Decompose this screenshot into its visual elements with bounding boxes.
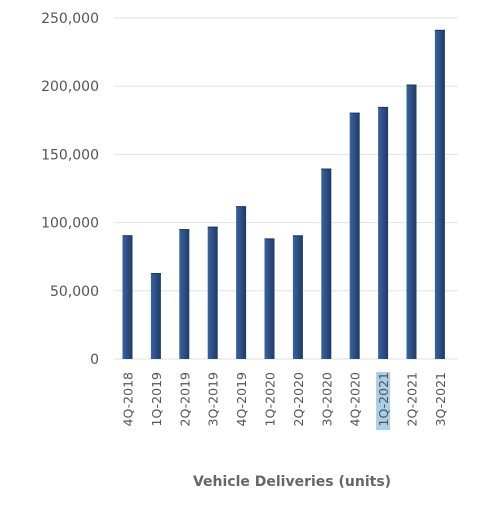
y-tick-label: 150,000: [41, 147, 99, 163]
x-tick-label: 2Q-2021: [405, 372, 420, 426]
bar: [378, 106, 389, 359]
bar: [179, 229, 190, 359]
x-tick-label: 3Q-2019: [206, 372, 221, 427]
x-tick-label: 4Q-2019: [234, 372, 249, 427]
bar: [122, 235, 133, 359]
y-tick-label: 250,000: [41, 11, 99, 27]
x-tick-label: 4Q-2020: [348, 372, 363, 427]
x-tick-label: 4Q-2018: [121, 372, 136, 427]
bar: [150, 273, 161, 359]
y-tick-label: 50,000: [50, 284, 99, 300]
bar: [264, 238, 275, 359]
y-tick-label: 100,000: [41, 216, 99, 232]
x-axis-ticks: 4Q-2018 1Q-2019 2Q-2019 3Q-2019 4Q-2019 1Q-20…: [121, 372, 448, 427]
bar: [434, 29, 445, 360]
bar: [207, 226, 218, 359]
x-tick-label: 2Q-2020: [291, 372, 306, 427]
x-tick-label: 2Q-2019: [177, 372, 192, 427]
x-tick-label: 1Q-2020: [263, 372, 278, 427]
gridlines: [114, 17, 458, 360]
bar: [236, 206, 247, 359]
x-tick-label: 3Q-2020: [319, 372, 334, 427]
bar: [406, 84, 417, 360]
bar: [349, 112, 360, 360]
bar: [292, 235, 303, 359]
y-tick-label: 0: [90, 352, 99, 368]
x-tick-label: 1Q-2019: [149, 372, 164, 427]
x-tick-label: 1Q-2021: [376, 372, 391, 426]
y-axis-ticks: 0 50,000 100,000 150,000 200,000 250,000: [41, 11, 99, 368]
x-tick-label: 3Q-2021: [433, 372, 448, 426]
category-highlights: [376, 372, 391, 430]
x-axis-title: Vehicle Deliveries (units): [193, 474, 391, 490]
y-tick-label: 200,000: [41, 79, 99, 95]
label-highlight: [376, 372, 391, 430]
bars: [122, 29, 445, 360]
bar: [321, 168, 332, 359]
